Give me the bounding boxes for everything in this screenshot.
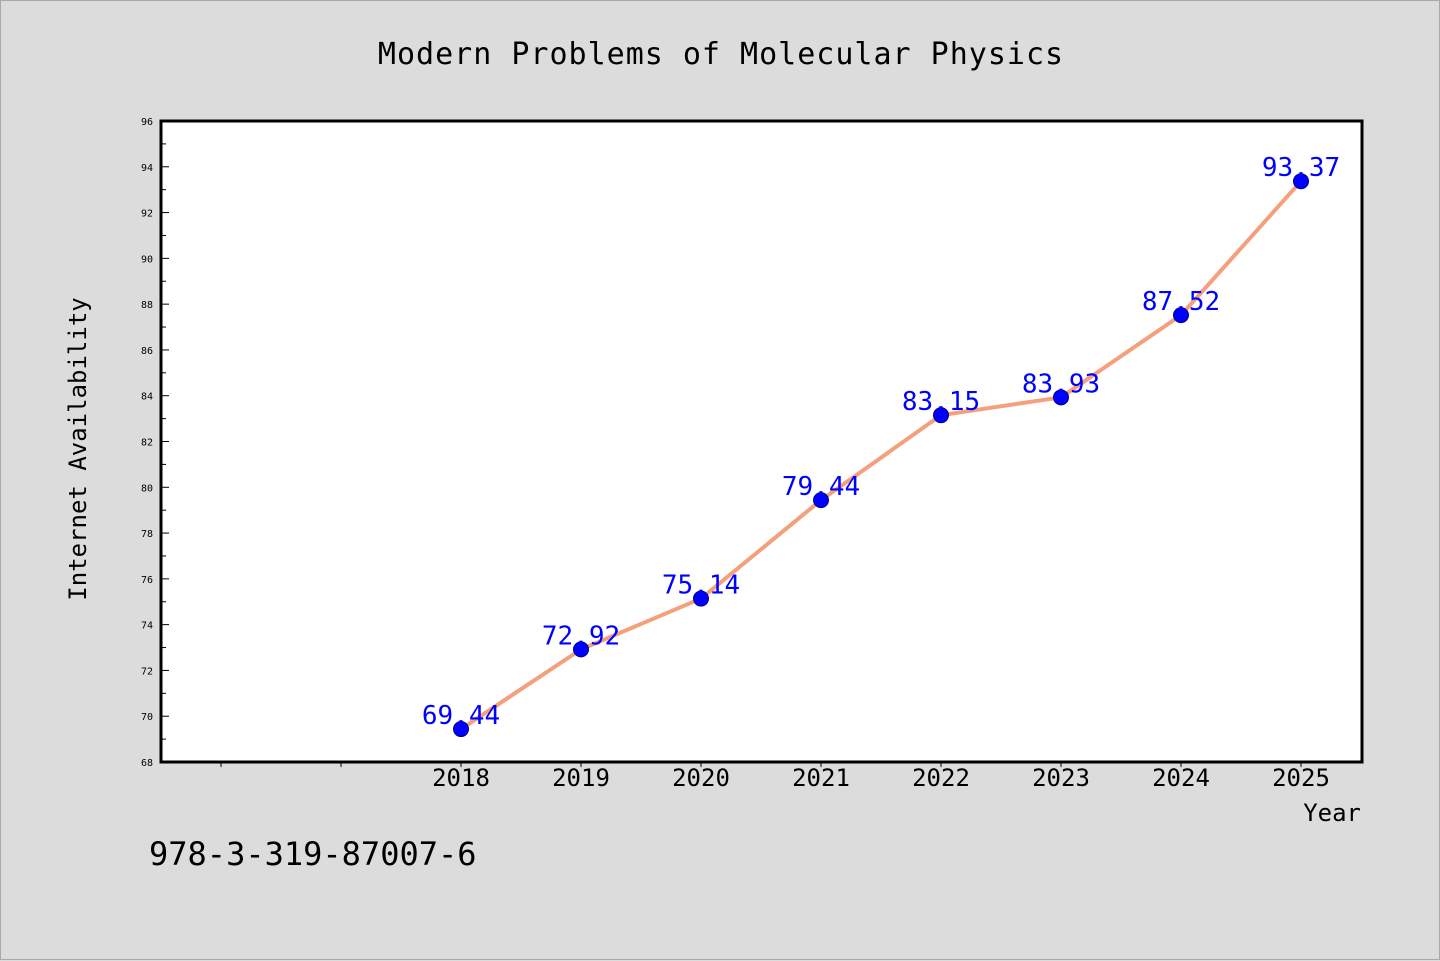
- y-tick-label: 88: [141, 300, 153, 311]
- data-point: [1053, 389, 1069, 406]
- x-tick-label: 2022: [912, 764, 970, 792]
- data-point: [453, 721, 469, 738]
- x-tick-label: 2019: [552, 764, 610, 792]
- data-point: [693, 590, 709, 607]
- y-tick-label: 96: [141, 117, 153, 128]
- data-label: 83.15: [902, 387, 980, 417]
- y-tick-label: 74: [141, 621, 153, 632]
- data-point: [1173, 307, 1189, 324]
- x-tick-label: 2020: [672, 764, 730, 792]
- x-tick-label: 2021: [792, 764, 850, 792]
- y-tick-label: 76: [141, 575, 153, 586]
- series: 69.44 72.92 75.14 79.44 83.15 83.93 87.52 93.37: [422, 153, 1340, 738]
- y-axis-title: Internet Availability: [64, 297, 92, 600]
- x-tick-label: 2024: [1152, 764, 1210, 792]
- y-tick-label: 86: [141, 346, 153, 357]
- y-axis: 68 70 72 74 76 78 80 82 84 86 88 90 92 94 96: [141, 117, 169, 769]
- data-label: 87.52: [1142, 287, 1220, 317]
- x-tick-label: 2018: [432, 764, 490, 792]
- data-label: 93.37: [1262, 153, 1340, 183]
- plot-area: [159, 119, 1364, 764]
- y-tick-label: 78: [141, 529, 153, 540]
- y-tick-label: 70: [141, 712, 153, 723]
- data-label: 72.92: [542, 621, 620, 651]
- isbn-footer: 978-3-319-87007-6: [149, 835, 477, 873]
- y-tick-label: 72: [141, 666, 153, 677]
- x-tick-label: 2023: [1032, 764, 1090, 792]
- x-axis-title: Year: [1303, 799, 1361, 827]
- x-axis: 2018 2019 2020 2021 2022 2023 2024 2025: [220, 762, 1330, 792]
- y-tick-label: 94: [141, 163, 153, 174]
- data-label: 69.44: [422, 701, 500, 731]
- data-label: 79.44: [782, 472, 860, 502]
- y-tick-label: 92: [141, 209, 153, 220]
- data-point: [813, 492, 829, 509]
- y-tick-label: 80: [141, 483, 153, 494]
- data-point: [573, 641, 589, 658]
- y-tick-label: 90: [141, 254, 153, 265]
- data-point: [933, 407, 949, 424]
- y-tick-label: 84: [141, 392, 153, 403]
- x-tick-label: 2025: [1272, 764, 1330, 792]
- y-tick-label: 68: [141, 758, 153, 769]
- data-label: 75.14: [662, 571, 740, 601]
- series-line: [459, 179, 1303, 731]
- data-point: [1293, 173, 1309, 190]
- chart-title: Modern Problems of Molecular Physics: [378, 37, 1064, 72]
- y-tick-label: 82: [141, 438, 153, 449]
- data-label: 83.93: [1022, 369, 1100, 399]
